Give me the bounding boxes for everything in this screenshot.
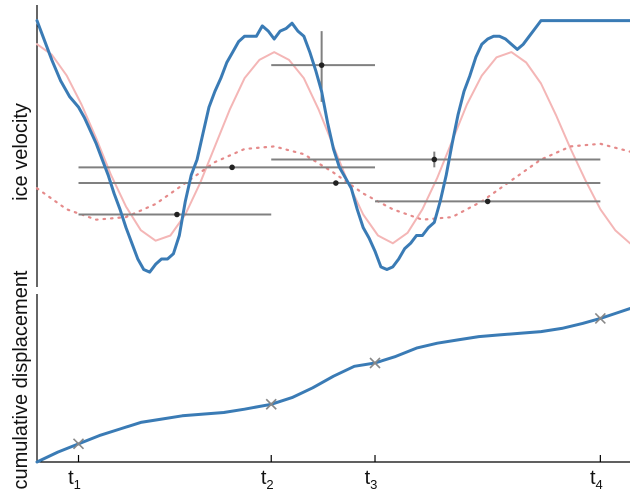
data-point-2: [229, 165, 235, 171]
data-point-6: [485, 199, 491, 205]
x-tick-label-2: t2: [261, 467, 274, 492]
velocity-panel: ice velocity: [10, 5, 630, 287]
cumulative-displacement-line: [37, 309, 630, 463]
data-point-3: [319, 62, 325, 68]
data-point-1: [174, 212, 180, 218]
x-tick-label-4: t4: [590, 467, 603, 492]
displacement-marks: [37, 309, 630, 463]
displacement-panel: cumulative displacement t1 t2 t3 t4: [10, 270, 630, 492]
x-ticks: t1 t2 t3 t4: [68, 455, 603, 492]
x-tick-label-3: t3: [365, 467, 378, 492]
x-tick-label-1: t1: [68, 467, 81, 492]
displacement-ylabel: cumulative displacement: [10, 270, 32, 489]
velocity-marks: [37, 21, 630, 273]
data-point-4: [333, 180, 339, 186]
velocity-ylabel: ice velocity: [10, 103, 32, 201]
observed-velocity-line: [37, 21, 630, 273]
data-point-5: [432, 157, 438, 163]
